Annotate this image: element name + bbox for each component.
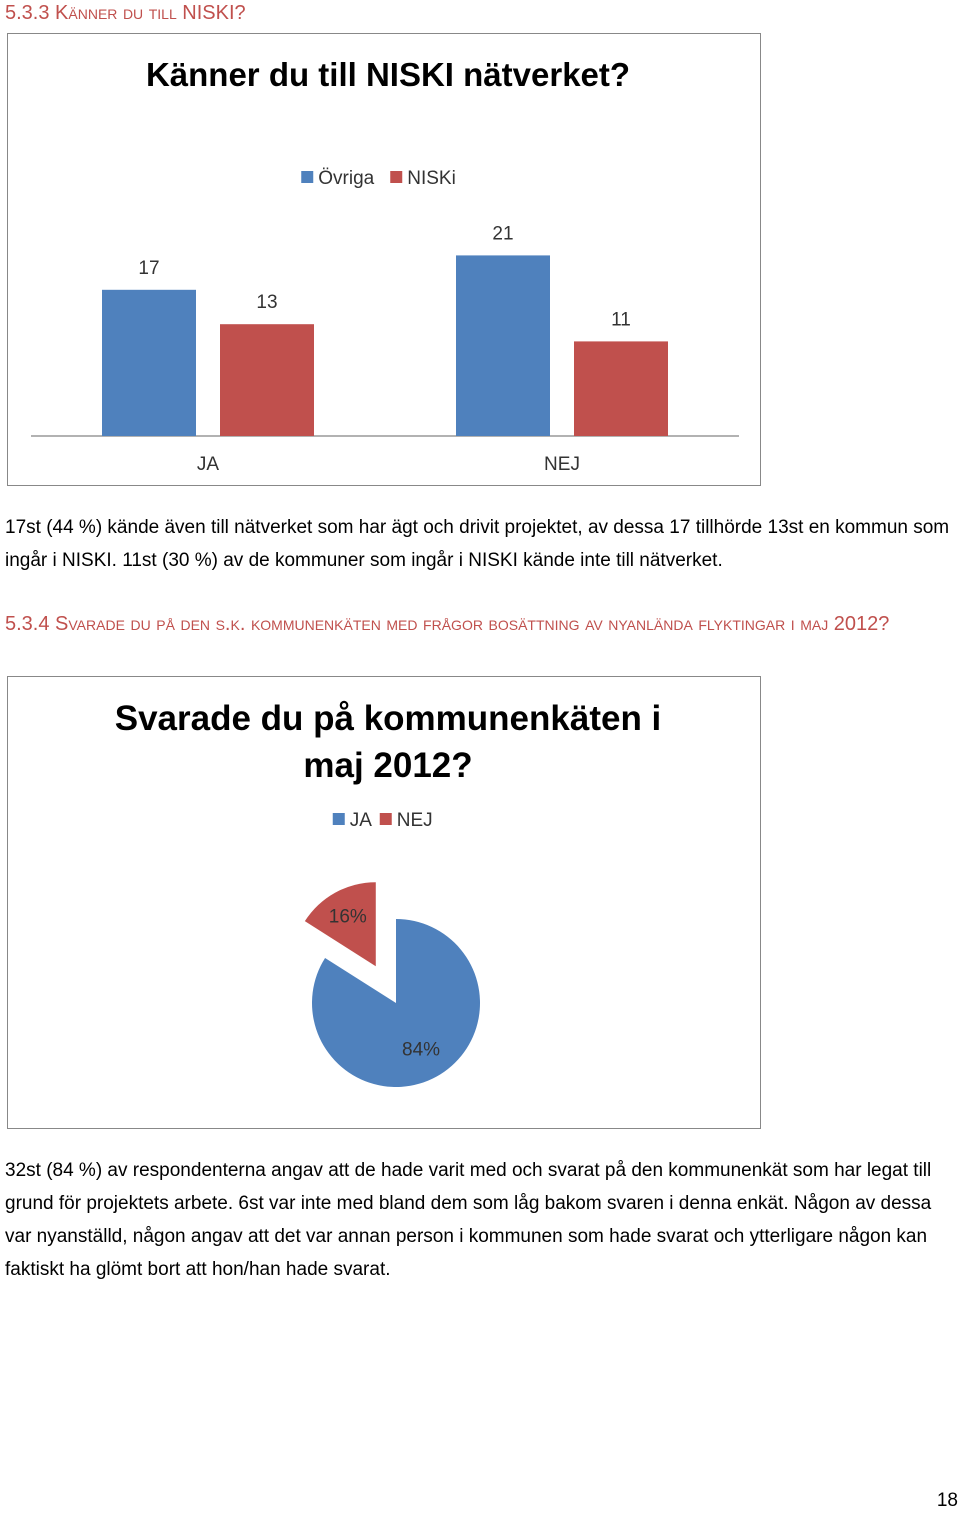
data-label: 21	[492, 223, 513, 244]
section-heading: 5.3.3 Känner du till NISKI?	[5, 2, 246, 24]
data-label: 13	[256, 292, 277, 313]
bar	[220, 324, 314, 436]
paragraph: 32st (84 %) av respondenterna angav att …	[5, 1160, 932, 1280]
data-label: 11	[611, 309, 631, 330]
x-tick-label: JA	[197, 454, 220, 475]
chart-title: Känner du till NISKI nätverket?	[145, 56, 631, 93]
bar	[574, 341, 668, 436]
x-tick-label: NEJ	[544, 454, 580, 475]
data-label: 16%	[329, 906, 367, 927]
pie-slice	[311, 919, 481, 1087]
legend-swatch	[379, 813, 392, 825]
chart-title: Svarade du på kommunenkäten i maj 2012?	[114, 699, 662, 785]
page-number: 18	[936, 1490, 958, 1511]
legend-swatch	[301, 171, 314, 183]
chart-frame: Känner du till NISKI nätverket? Övriga NI…	[7, 33, 761, 486]
legend-label: Övriga	[318, 168, 374, 189]
data-label: 84%	[402, 1040, 440, 1061]
chart: Övriga NISKi JA 17 13 NEJ 21 11	[31, 168, 739, 475]
legend-label: JA	[350, 810, 373, 831]
bar	[456, 255, 550, 436]
paragraph: 17st (44 %) kände även till nätverket so…	[5, 517, 950, 571]
bar	[102, 289, 196, 436]
section-heading: 5.3.4 Svarade du på den s.k. kommunenkät…	[5, 613, 890, 635]
legend-swatch	[332, 813, 345, 825]
pie-slice	[304, 882, 376, 967]
legend-swatch	[390, 171, 403, 183]
legend-label: NEJ	[397, 810, 433, 831]
chart: JA NEJ 84% 16%	[304, 810, 481, 1087]
data-label: 17	[138, 258, 159, 279]
chart-frame: Svarade du på kommunenkäten i maj 2012? …	[7, 676, 761, 1129]
legend-label: NISKi	[407, 168, 456, 189]
